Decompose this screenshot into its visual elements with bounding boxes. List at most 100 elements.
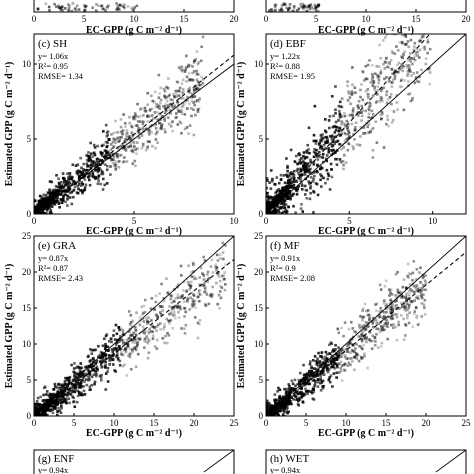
data-point: [89, 348, 92, 351]
data-point: [371, 113, 375, 116]
data-point: [287, 197, 290, 200]
data-point: [368, 59, 371, 62]
data-point: [274, 412, 278, 416]
data-point: [102, 143, 105, 147]
data-point: [42, 414, 46, 416]
data-point: [379, 72, 382, 76]
data-point: [308, 197, 312, 201]
data-point: [168, 108, 172, 112]
data-point: [321, 385, 324, 388]
data-point: [383, 316, 387, 319]
data-point: [285, 395, 288, 398]
data-point: [181, 91, 185, 94]
data-point: [216, 259, 220, 262]
y-tick-label: 10: [254, 339, 264, 349]
data-point: [49, 194, 52, 198]
y-tick-label: 5: [259, 134, 264, 144]
data-point: [47, 5, 51, 9]
data-point: [128, 121, 131, 125]
data-point: [105, 168, 109, 172]
data-point: [159, 86, 163, 90]
data-point: [415, 268, 419, 271]
data-point: [131, 8, 135, 11]
data-point: [334, 348, 337, 351]
data-point: [126, 345, 130, 349]
data-point: [131, 148, 135, 152]
data-point: [159, 116, 163, 120]
data-point: [357, 100, 361, 103]
data-point: [201, 77, 205, 81]
data-point: [299, 207, 303, 210]
data-point: [387, 315, 391, 319]
data-point: [155, 313, 159, 317]
data-point: [282, 201, 286, 205]
data-point: [420, 315, 424, 318]
data-point: [124, 138, 127, 141]
data-point: [123, 146, 127, 150]
data-point: [347, 361, 351, 365]
data-point: [86, 175, 90, 179]
data-point: [188, 91, 192, 94]
data-point: [112, 131, 115, 135]
data-point: [155, 325, 159, 328]
data-point: [302, 7, 305, 11]
data-point: [190, 275, 194, 278]
data-point: [281, 187, 284, 190]
data-point: [113, 138, 117, 142]
data-point: [41, 200, 44, 204]
data-point: [160, 123, 164, 126]
data-point: [106, 345, 110, 349]
data-point: [314, 381, 317, 385]
data-point: [133, 346, 137, 349]
data-point: [186, 298, 189, 301]
data-point: [395, 304, 398, 307]
data-point: [95, 3, 98, 6]
data-point: [300, 396, 303, 400]
stat-line: R²= 0.95: [38, 61, 68, 71]
data-point: [168, 322, 171, 325]
data-point: [310, 366, 313, 370]
data-point: [141, 122, 145, 126]
data-point: [70, 190, 74, 194]
data-point: [416, 295, 420, 298]
data-point: [380, 117, 383, 121]
data-point: [113, 164, 116, 168]
data-point: [136, 129, 140, 133]
data-point: [334, 343, 337, 347]
data-point: [78, 369, 82, 372]
data-point: [214, 263, 218, 266]
data-point: [312, 367, 316, 370]
data-point: [385, 76, 388, 79]
data-point: [284, 185, 288, 189]
data-point: [127, 354, 130, 357]
data-point: [147, 316, 150, 319]
data-point: [324, 181, 327, 185]
data-point: [135, 152, 138, 155]
data-point: [348, 340, 352, 344]
data-point: [217, 275, 221, 278]
data-point: [343, 362, 347, 366]
data-point: [398, 40, 402, 44]
data-point: [336, 139, 340, 143]
data-point: [42, 193, 46, 197]
data-point: [136, 344, 139, 347]
data-point: [112, 347, 116, 350]
data-point: [358, 325, 361, 328]
data-point: [143, 337, 147, 341]
data-point: [176, 304, 180, 308]
data-point: [394, 294, 397, 297]
data-point: [269, 169, 273, 172]
data-point: [203, 288, 207, 291]
data-point: [43, 414, 47, 416]
data-point: [59, 191, 63, 194]
data-point: [85, 374, 89, 377]
data-point: [123, 348, 126, 352]
data-point: [45, 407, 48, 410]
data-point: [402, 317, 405, 321]
data-point: [268, 206, 272, 210]
data-point: [114, 159, 117, 163]
data-point: [180, 112, 184, 116]
data-point: [358, 326, 362, 330]
data-point: [407, 306, 411, 309]
data-point: [155, 347, 159, 350]
